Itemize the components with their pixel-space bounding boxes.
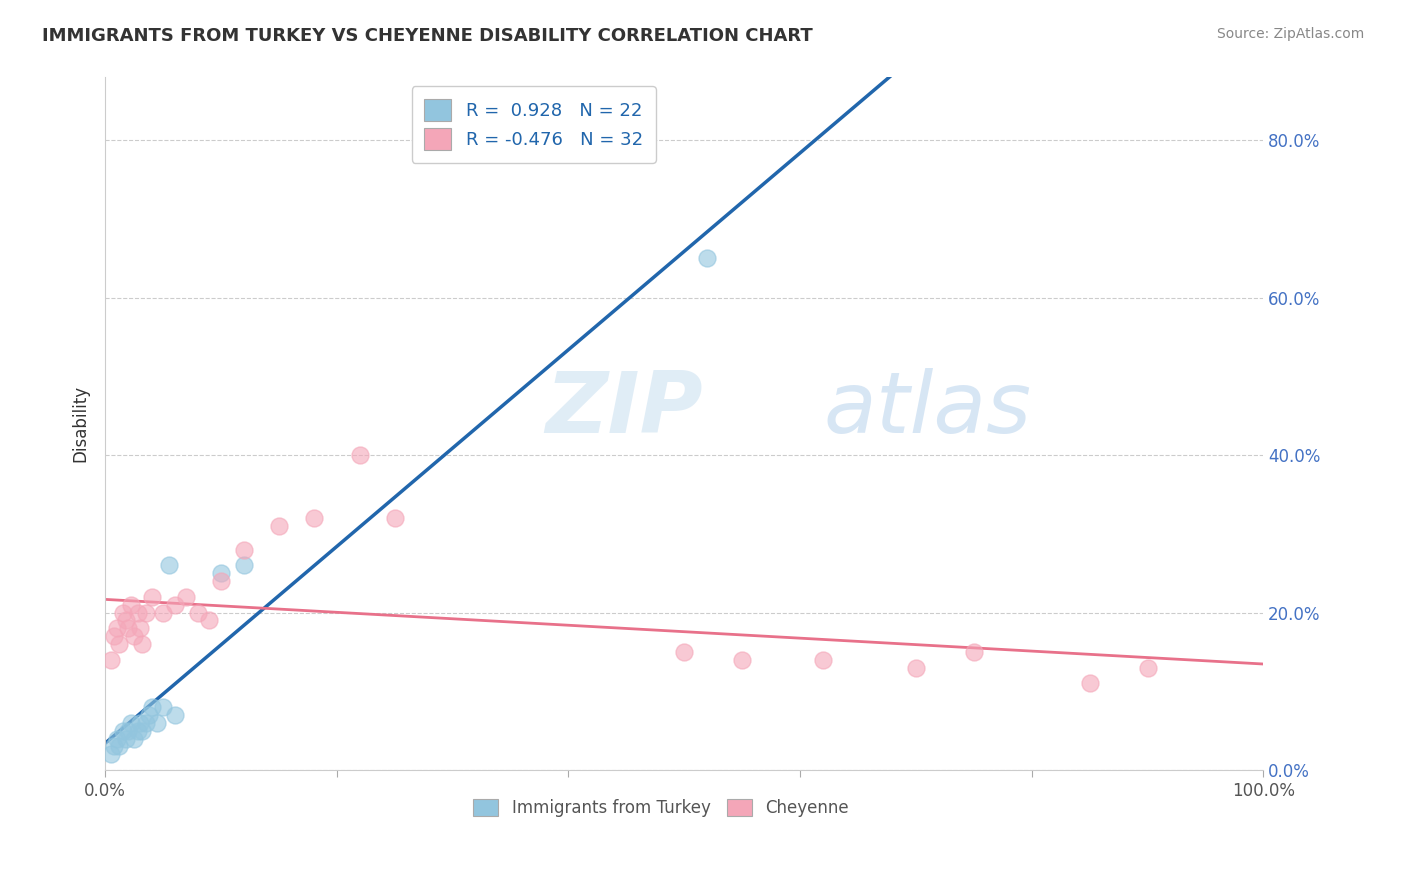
Point (131, 637, 153, 651)
Point (163, 598, 186, 612)
Y-axis label: Disability: Disability (72, 385, 89, 462)
Point (152, 606, 174, 620)
Point (117, 723, 139, 738)
Point (141, 590, 163, 604)
Text: IMMIGRANTS FROM TURKEY VS CHEYENNE DISABILITY CORRELATION CHART: IMMIGRANTS FROM TURKEY VS CHEYENNE DISAB… (42, 27, 813, 45)
Point (157, 558, 180, 573)
Text: ZIP: ZIP (546, 368, 703, 451)
Point (127, 606, 149, 620)
Point (103, 739, 125, 754)
Text: atlas: atlas (824, 368, 1031, 451)
Point (115, 731, 138, 746)
Point (174, 590, 197, 604)
Point (120, 715, 142, 730)
Point (1136, 661, 1159, 675)
Point (122, 629, 145, 643)
Point (673, 645, 696, 659)
Point (131, 723, 153, 738)
Point (135, 715, 157, 730)
Point (120, 598, 142, 612)
Point (108, 739, 131, 754)
Point (302, 511, 325, 525)
Point (731, 653, 754, 667)
Point (209, 566, 232, 581)
Point (103, 629, 125, 643)
Point (115, 614, 138, 628)
Point (141, 700, 163, 714)
Point (187, 606, 209, 620)
Point (129, 715, 152, 730)
Point (813, 653, 835, 667)
Point (152, 700, 174, 714)
Legend: Immigrants from Turkey, Cheyenne: Immigrants from Turkey, Cheyenne (467, 792, 856, 824)
Point (108, 637, 131, 651)
Point (138, 707, 160, 722)
Point (198, 614, 221, 628)
Point (122, 731, 145, 746)
Point (233, 558, 256, 573)
Point (163, 707, 186, 722)
Point (384, 511, 406, 525)
Point (963, 645, 986, 659)
Point (233, 542, 256, 557)
Point (696, 252, 718, 266)
Point (111, 606, 134, 620)
Point (1078, 676, 1101, 690)
Point (111, 723, 134, 738)
Point (100, 653, 122, 667)
Point (105, 731, 128, 746)
Point (904, 661, 927, 675)
Point (100, 747, 122, 762)
Point (135, 606, 157, 620)
Text: Source: ZipAtlas.com: Source: ZipAtlas.com (1216, 27, 1364, 41)
Point (129, 621, 152, 635)
Point (349, 448, 371, 462)
Point (209, 574, 232, 588)
Point (117, 621, 139, 635)
Point (146, 715, 169, 730)
Point (105, 621, 128, 635)
Point (267, 519, 290, 533)
Point (127, 723, 149, 738)
